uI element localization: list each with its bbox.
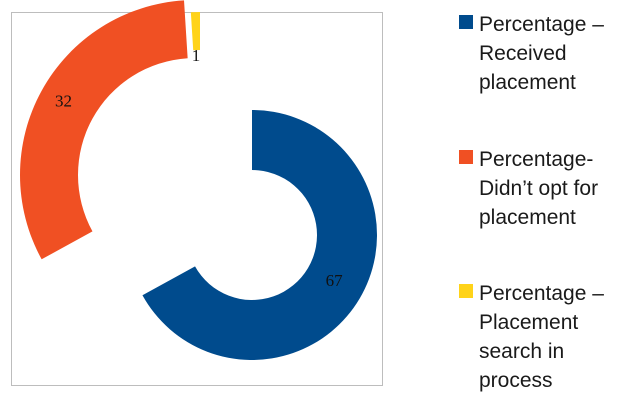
slice-didnt-opt (20, 0, 188, 260)
data-label-received-placement: 67 (326, 271, 344, 290)
legend-label-received-placement: Percentage – Received placement (479, 13, 604, 94)
legend-label-search-in-process: Percentage – Placement search in process (479, 282, 604, 392)
slice-search-in-process (190, 12, 200, 51)
slice-received-placement (142, 110, 378, 361)
legend-swatch-didnt-opt (459, 150, 473, 164)
legend-label-didnt-opt: Percentage- Didn’t opt for placement (479, 148, 599, 229)
data-label-search-in-process: 1 (192, 46, 201, 65)
data-label-didnt-opt: 32 (55, 92, 72, 111)
legend-swatch-search-in-process (459, 284, 473, 298)
legend-swatch-received-placement (459, 15, 473, 29)
